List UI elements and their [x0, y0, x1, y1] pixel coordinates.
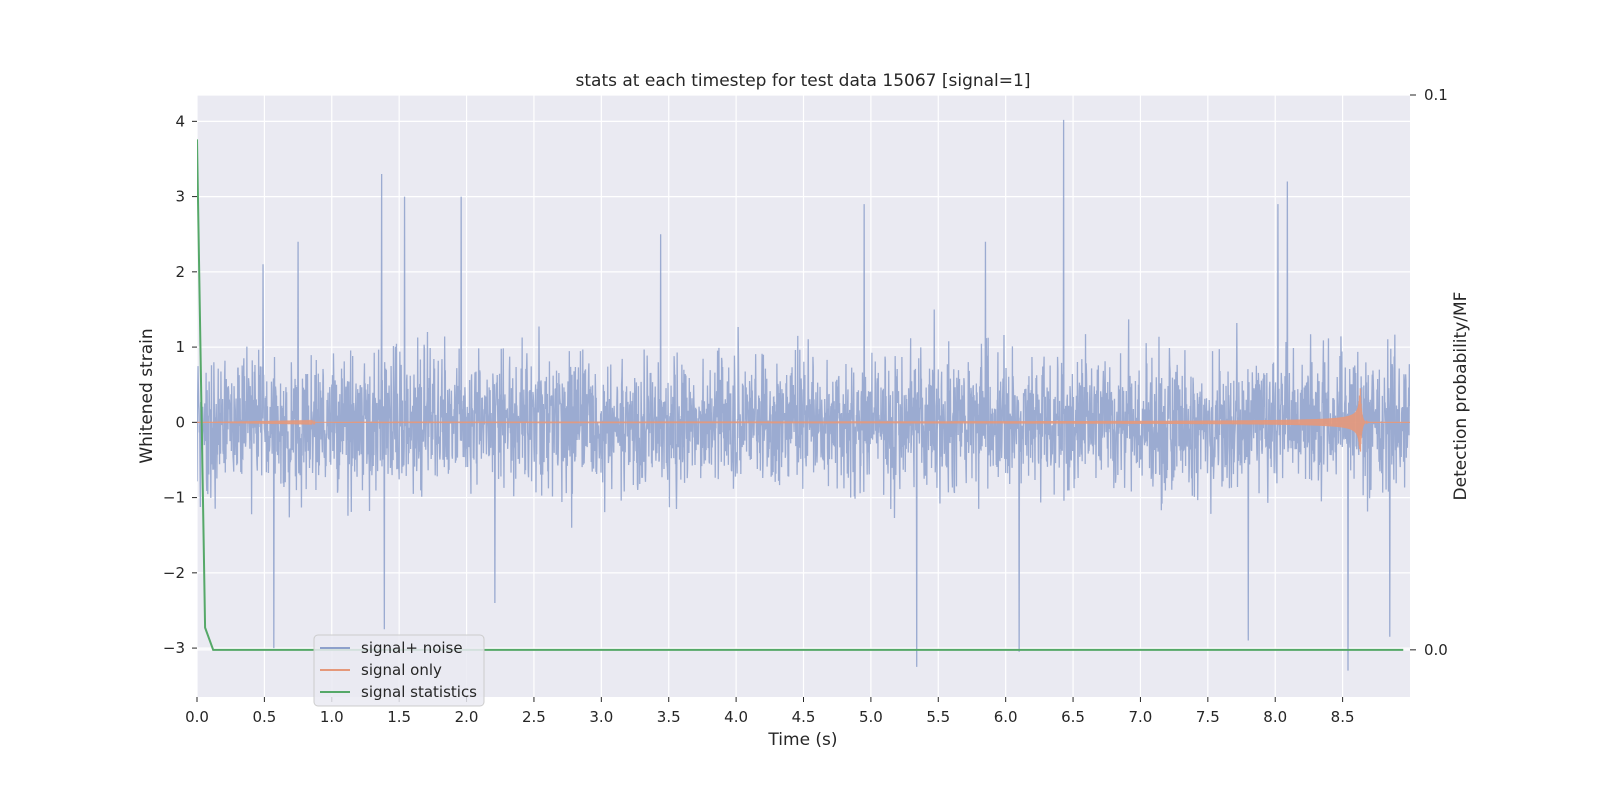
x-tick-label: 3.5 [657, 708, 681, 726]
x-tick-label: 1.0 [320, 708, 344, 726]
y-tick-label: 1 [175, 338, 185, 356]
y2-tick-label: 0.1 [1424, 86, 1448, 104]
x-axis-label: Time (s) [767, 730, 837, 750]
x-tick-label: 8.5 [1331, 708, 1355, 726]
x-tick-label: 2.5 [522, 708, 546, 726]
legend-label: signal statistics [361, 683, 477, 701]
x-tick-label: 3.0 [589, 708, 613, 726]
y-tick-label: −2 [163, 564, 185, 582]
y-tick-label: 4 [175, 112, 185, 130]
x-tick-label: 0.5 [252, 708, 276, 726]
x-tick-label: 5.0 [859, 708, 883, 726]
y-tick-label: −1 [163, 489, 185, 507]
legend: signal+ noise signal only signal statistic… [313, 634, 485, 707]
y-tick-label: 3 [175, 188, 185, 206]
x-tick-label: 0.0 [185, 708, 209, 726]
series-signal-noise-line [197, 119, 1410, 671]
x-tick-label: 4.0 [724, 708, 748, 726]
axes-layer: 0.0 0.5 1.0 1.5 2.0 2.5 3.0 3.5 4.0 4.5 5.0 5.5 6.0 6… [163, 86, 1448, 726]
x-tick-label: 7.0 [1129, 708, 1153, 726]
x-tick-label: 1.5 [387, 708, 411, 726]
legend-label: signal only [361, 661, 442, 679]
y-tick-label: 0 [175, 413, 185, 431]
y-tick-label: 2 [175, 263, 185, 281]
y-axis-label: Whitened strain [137, 328, 157, 463]
x-tick-label: 6.0 [994, 708, 1018, 726]
x-tick-label: 5.5 [926, 708, 950, 726]
y2-tick-label: 0.0 [1424, 641, 1448, 659]
legend-label: signal+ noise [361, 639, 463, 657]
x-tick-label: 8.0 [1263, 708, 1287, 726]
y2-axis-label: Detection probability/MF [1451, 292, 1471, 501]
series-signal-only-line [197, 388, 1410, 452]
chart-title: stats at each timestep for test data 150… [576, 71, 1031, 91]
x-tick-label: 4.5 [792, 708, 816, 726]
legend-box [313, 634, 485, 707]
x-tick-label: 7.5 [1196, 708, 1220, 726]
x-tick-label: 2.0 [455, 708, 479, 726]
x-tick-label: 6.5 [1061, 708, 1085, 726]
y-tick-label: −3 [163, 639, 185, 657]
